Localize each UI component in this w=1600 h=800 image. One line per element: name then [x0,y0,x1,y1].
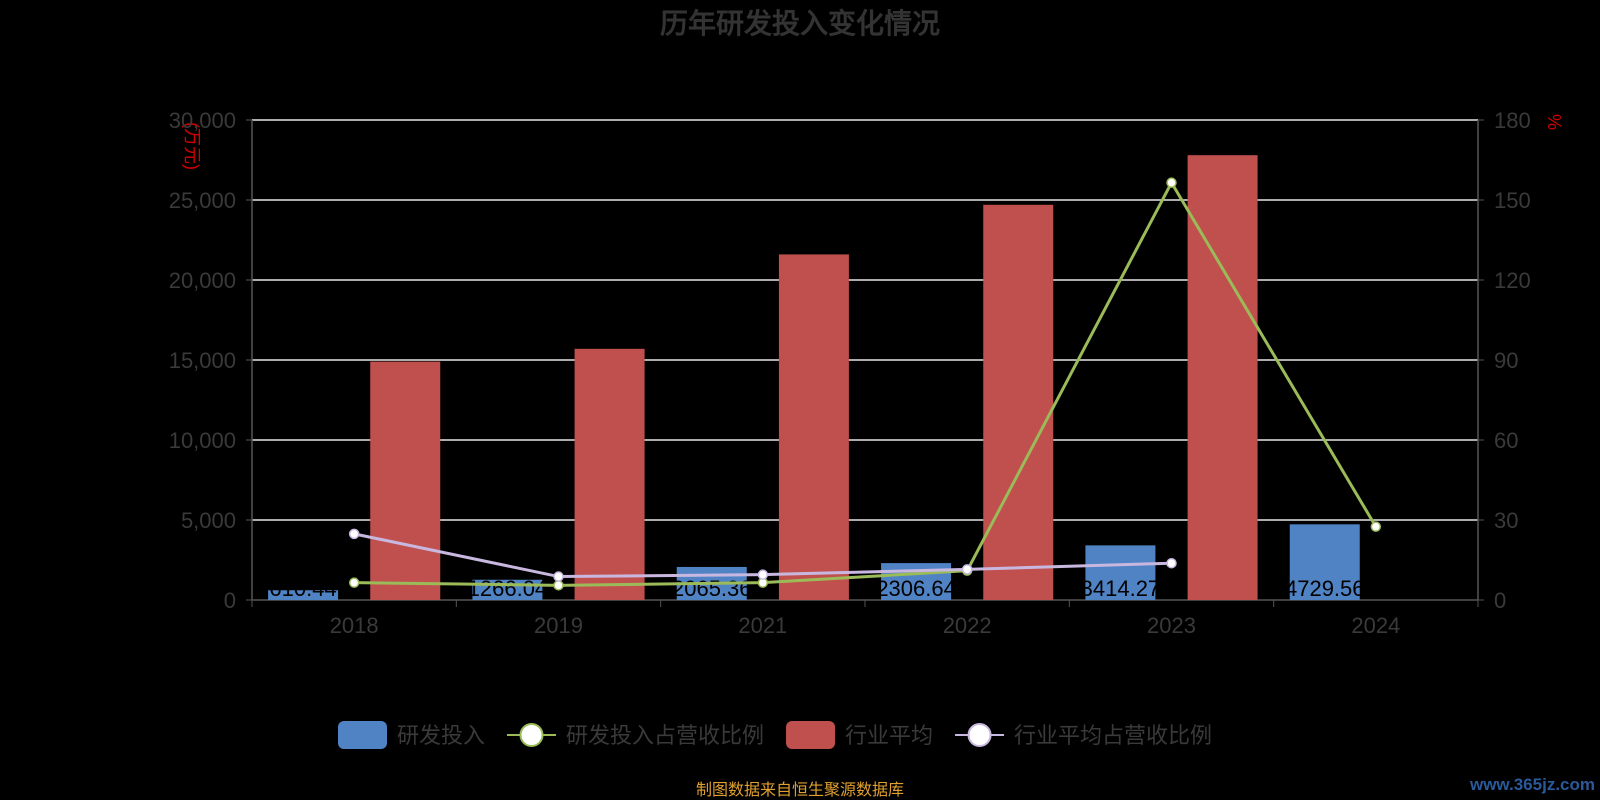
series-point [348,528,360,540]
y-right-tick-label: 180 [1494,108,1531,133]
bar-data-label: 2065.36 [672,576,752,601]
series-point [961,564,973,575]
bar-data-label: 4729.56 [1285,576,1365,601]
grid-lines [252,119,1478,521]
y-right-tick-label: 60 [1494,428,1518,453]
lines [348,177,1382,591]
series-point [1166,557,1177,569]
series-point [553,580,564,591]
chart-title: 历年研发投入变化情况 [660,7,940,39]
left-axis-unit: (万元) [182,122,202,170]
x-tick-label: 2022 [943,613,992,638]
y-left-tick-label: 15,000 [169,348,236,373]
series-point [757,569,769,580]
legend: 研发投入 研发投入占营收比例 行业平均 行业平均占营收比例 [338,721,1212,749]
legend-marker [519,723,544,747]
y-left-tick-label: 0 [224,588,236,613]
series-point [348,577,360,588]
x-tick-label: 2024 [1351,613,1400,638]
series-point [1370,521,1382,532]
y-left-tick-label: 20,000 [169,268,236,293]
axes: 0 0 5,000 30 10,000 60 15,000 90 20,000 120 25,000… [169,108,1531,638]
source-note: 制图数据来自恒生聚源数据库 [696,781,904,799]
bar-data-label: 2306.64 [876,576,956,601]
watermark: www.365jz.com [1469,775,1595,794]
x-tick-label: 2018 [330,613,379,638]
y-right-tick-label: 150 [1494,188,1531,213]
bar [370,361,441,600]
bar [268,590,339,600]
bar-data-label: 3414.27 [1081,576,1161,601]
legend-swatch [338,721,387,749]
legend-swatch [786,721,836,749]
y-right-tick-label: 0 [1494,588,1506,613]
x-tick-label: 2019 [534,613,583,638]
bars: 610.44 1266.04 2065.36 2306.64 3414.27 4729.5… [268,155,1365,601]
y-left-tick-label: 25,000 [169,188,236,213]
y-left-tick-label: 30,000 [169,108,236,133]
series-point [553,571,564,582]
y-right-tick-label: 120 [1494,268,1531,293]
bar [574,348,645,600]
legend-label: 行业平均 [845,723,933,748]
y-right-tick-label: 30 [1494,508,1518,533]
legend-label: 行业平均占营收比例 [1014,723,1212,748]
x-tick-label: 2023 [1147,613,1196,638]
right-axis-unit: % [1544,114,1564,130]
legend-label: 研发投入占营收比例 [566,723,764,748]
legend-marker [967,723,992,747]
y-right-tick-label: 90 [1494,348,1518,373]
bar [1187,155,1258,600]
y-left-tick-label: 5,000 [181,508,236,533]
series-line [354,179,1378,587]
y-left-tick-label: 10,000 [169,428,236,453]
bar-data-label: 610.44 [269,576,336,601]
bar [1289,524,1360,600]
x-tick-label: 2021 [738,613,787,638]
bar [1085,545,1156,600]
bar [778,254,849,600]
legend-label: 研发投入 [397,723,485,748]
bar [983,204,1054,601]
bar-data-label: 1266.04 [468,576,548,601]
series-point [1166,177,1177,188]
